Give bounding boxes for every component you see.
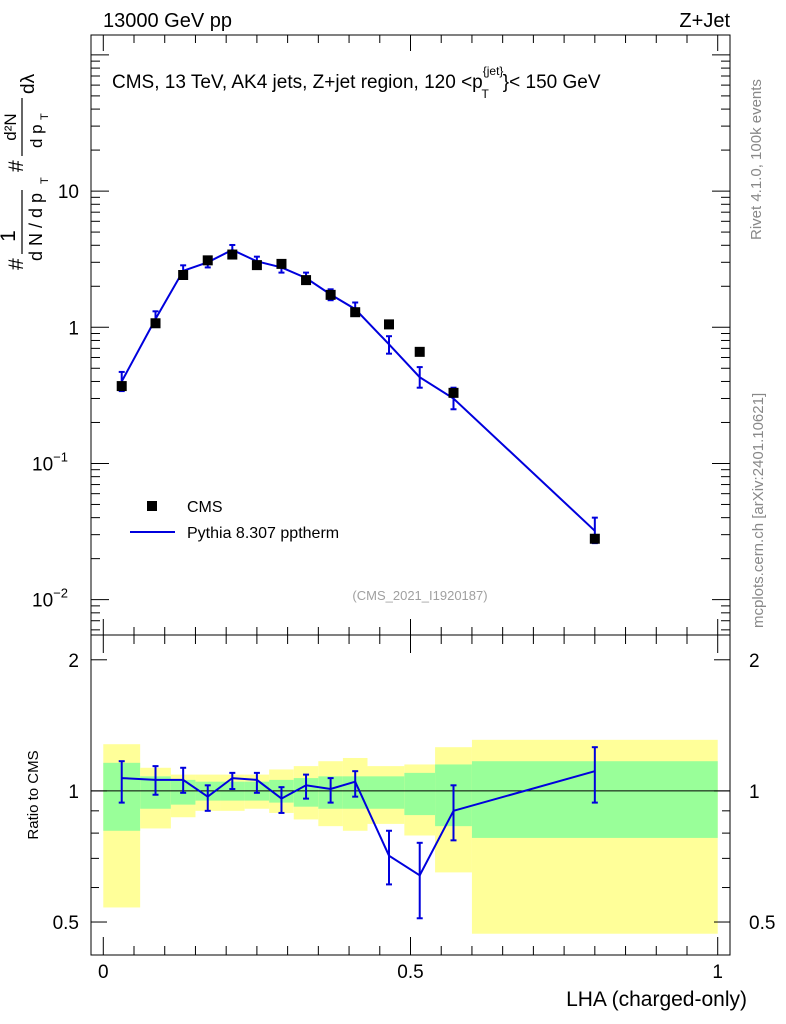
svg-text:T: T [39,113,51,120]
rivet-version-label: Rivet 4.1.0, 100k events [748,79,765,240]
svg-text:T: T [39,177,51,184]
xlabel: LHA (charged-only) [566,988,747,1011]
ratio-ytick-label-right: 2 [749,651,760,672]
legend-cms-marker [147,501,157,511]
data-point [150,318,161,329]
main-ytick-label: 10−1 [32,449,68,475]
svg-text:d N / d p: d N / d p [26,193,46,261]
plot-title: CMS, 13 TeV, AK4 jets, Z+jet region, 120… [112,64,601,101]
ratio-ytick-labels: 0.5 0.5 1 1 2 2 [53,651,776,934]
data-point [178,270,189,281]
svg-text:d²N: d²N [1,113,20,140]
svg-text:#: # [5,160,28,172]
process-label: Z+Jet [679,10,730,32]
ratio-uncertainty-bands [103,739,718,934]
ratio-ytick-label-left: 1 [68,782,79,803]
data-point [227,249,238,260]
main-ticks [91,35,730,635]
data-point [276,258,287,269]
legend-cms-label: CMS [187,499,223,516]
legend-mc-label: Pythia 8.307 pptherm [187,525,339,542]
data-point [116,381,127,392]
data-series [116,249,600,544]
band-inner [404,772,436,816]
main-panel: 10 1 10−1 10−2 (CMS_2021_I1920187) CMS, 13 … [0,34,731,636]
xtick-label: 0 [98,962,109,983]
mcplots-label: mcplots.cern.ch [arXiv:2401.10621] [750,393,767,628]
main-ytick-label: 10 [58,182,79,203]
energy-label: 13000 GeV pp [103,10,232,32]
main-ytick-label: 10−2 [32,586,68,612]
xtick-labels: 0 0.5 1 [98,962,723,983]
data-point [448,387,459,398]
ratio-ytick-label-right: 0.5 [749,913,775,934]
ratio-ytick-label-left: 2 [68,651,79,672]
data-point [301,275,312,286]
data-point [589,533,600,544]
svg-text:#: # [5,258,28,270]
main-ytick-labels: 10 1 10−1 10−2 [32,182,79,612]
ratio-ytick-label-right: 1 [749,782,760,803]
mc-line [120,248,596,532]
data-point [350,307,361,318]
data-point [383,319,394,330]
band-inner [367,776,405,809]
ratio-panel: 0.5 0.51 12 2 0 0.5 1 Ratio to CMS LHA (charg… [25,634,776,1011]
data-point [325,289,336,300]
xtick-label: 1 [712,962,723,983]
ratio-ylabel: Ratio to CMS [25,750,42,839]
svg-text:dλ: dλ [18,73,39,94]
ratio-frame [90,634,731,956]
data-point [251,260,262,271]
svg-text:1: 1 [0,230,20,242]
main-ytick-label: 1 [68,318,79,339]
main-frame [90,34,731,636]
ratio-ticks [91,635,730,955]
main-ylabel: # 1 d N / d p T # d²N d p T dλ [0,73,51,270]
data-point [414,346,425,357]
legend: CMS Pythia 8.307 pptherm [130,499,339,542]
ratio-ytick-label-left: 0.5 [53,913,79,934]
ratio-line [121,770,596,877]
data-point [202,255,213,266]
xtick-label: 0.5 [397,962,423,983]
analysis-watermark: (CMS_2021_I1920187) [352,588,487,603]
svg-text:d p: d p [27,124,46,148]
ratio-series [118,746,598,920]
